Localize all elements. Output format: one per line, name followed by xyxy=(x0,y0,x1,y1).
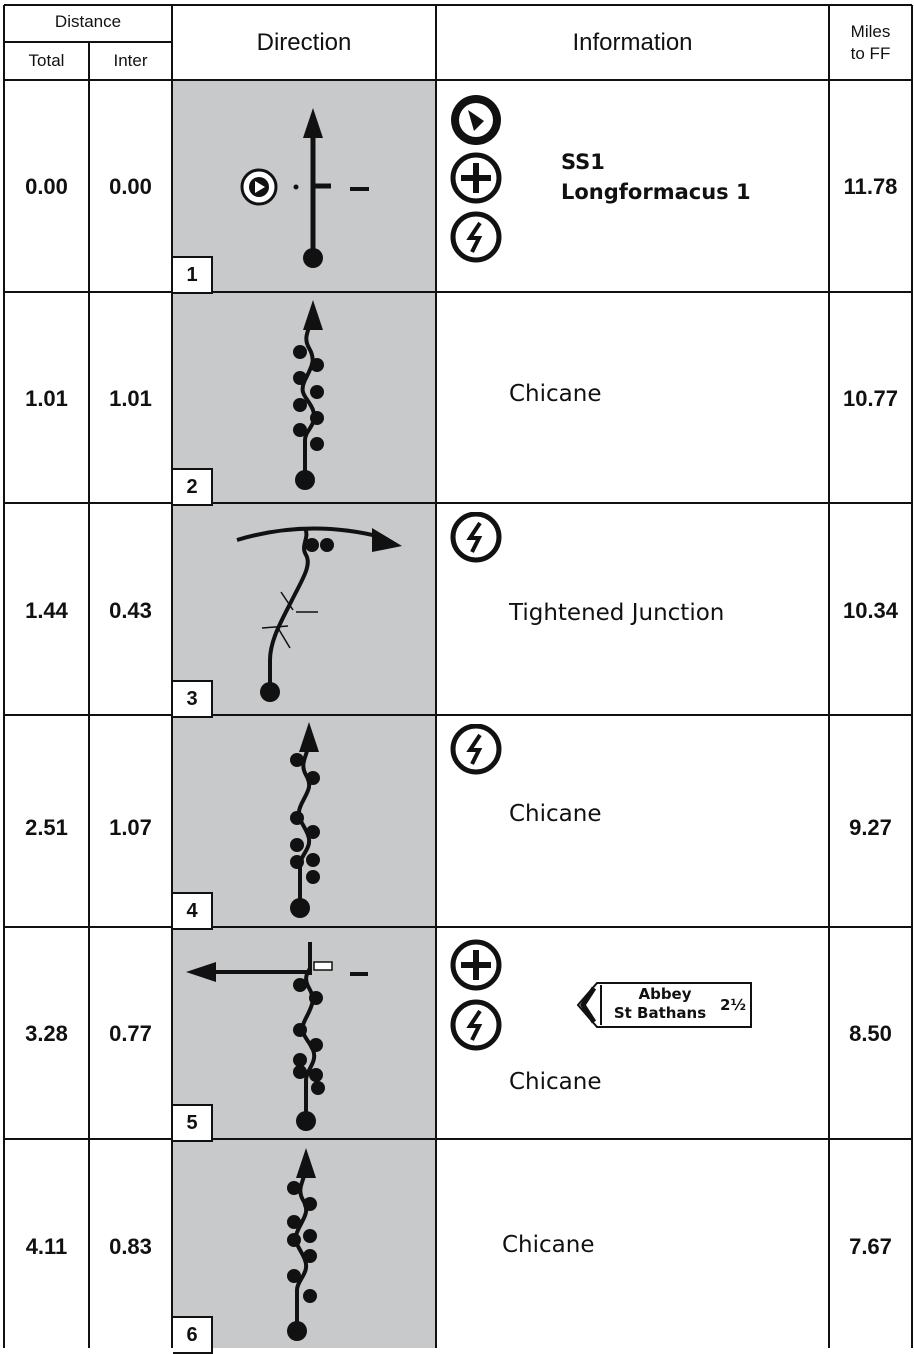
junction-cross-icon xyxy=(450,152,502,204)
row-5-total: 3.28 xyxy=(25,1021,68,1046)
row-3-miles: 10.34 xyxy=(842,598,899,623)
caution-icon xyxy=(450,724,502,775)
caution-icon xyxy=(450,999,502,1051)
road-sign-abbey-st-bathans xyxy=(576,982,752,1028)
row-6-miles: 7.67 xyxy=(849,1234,892,1259)
row-4-inter: 1.07 xyxy=(109,815,152,840)
row-6-info-text: Chicane xyxy=(502,1232,595,1258)
row-5-info-text: Chicane xyxy=(509,1069,602,1095)
road-sign-distance: 2½ xyxy=(720,996,746,1014)
row-3-inter: 0.43 xyxy=(109,598,152,623)
row-1-icons xyxy=(450,95,502,263)
row-2-total: 1.01 xyxy=(25,386,68,411)
road-sign-line2: St Bathans xyxy=(613,1004,707,1022)
header-information: Information xyxy=(572,29,693,56)
junction-cross-icon xyxy=(450,939,502,991)
row-4-total: 2.51 xyxy=(25,815,68,840)
row-2-box-number: 2 xyxy=(173,468,213,506)
row-1-inter: 0.00 xyxy=(109,174,152,199)
row-1-info-subtitle: Longformacus 1 xyxy=(561,180,751,204)
row-5-icons xyxy=(450,939,502,1051)
row-3-total: 1.44 xyxy=(25,598,68,623)
row-1-total: 0.00 xyxy=(25,174,68,199)
row-1-box-number: 1 xyxy=(173,256,213,294)
row-1-miles: 11.78 xyxy=(843,174,898,199)
header-total: Total xyxy=(28,51,65,70)
row-6-total: 4.11 xyxy=(25,1234,68,1259)
caution-icon xyxy=(450,211,502,263)
row-5-box-number: 5 xyxy=(173,1104,213,1142)
header-miles: Miles to FF xyxy=(829,21,912,65)
row-1-info-block: SS1 Longformacus 1 xyxy=(561,147,821,207)
header-miles-line2: to FF xyxy=(850,44,891,63)
header-inter: Inter xyxy=(113,51,148,70)
row-4-box-number: 4 xyxy=(173,892,213,930)
row-2-miles: 10.77 xyxy=(842,386,899,411)
header-distance: Distance xyxy=(54,12,122,31)
caution-icon xyxy=(450,512,502,563)
row-6-box-number: 6 xyxy=(173,1316,213,1354)
row-2-inter: 1.01 xyxy=(109,386,152,411)
header-miles-line1: Miles xyxy=(850,22,891,41)
row-4-info-text: Chicane xyxy=(509,801,602,827)
row-3-box-number: 3 xyxy=(173,680,213,718)
road-sign-text: Abbey St Bathans xyxy=(600,985,720,1023)
row-4-icons xyxy=(450,724,502,775)
row-5-inter: 0.77 xyxy=(109,1021,152,1046)
road-sign-line1: Abbey xyxy=(638,985,692,1003)
row-2-info-text: Chicane xyxy=(509,381,602,407)
start-flag-icon xyxy=(451,95,501,145)
row-3-icons xyxy=(450,512,502,563)
row-1-info-title: SS1 xyxy=(561,150,605,174)
row-4-miles: 9.27 xyxy=(849,815,892,840)
start-flag-icon xyxy=(240,168,278,206)
row-6-inter: 0.83 xyxy=(109,1234,152,1259)
row-5-miles: 8.50 xyxy=(849,1021,892,1046)
row-3-info-text: Tightened Junction xyxy=(509,600,725,626)
header-direction: Direction xyxy=(256,29,352,56)
